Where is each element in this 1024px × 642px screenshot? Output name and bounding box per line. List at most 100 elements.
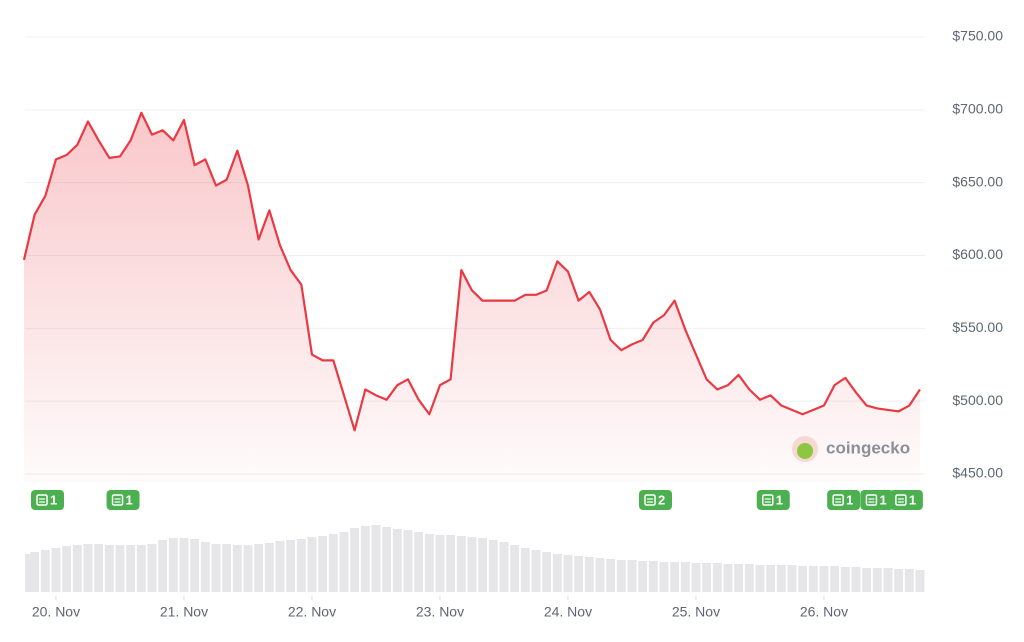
y-tick-label: $650.00 xyxy=(952,173,1003,189)
news-count: 1 xyxy=(846,492,853,507)
volume-bar xyxy=(712,563,722,592)
volume-bar xyxy=(584,557,594,592)
volume-bar xyxy=(243,545,253,592)
volume-bar xyxy=(851,567,861,592)
volume-bar xyxy=(638,561,648,592)
volume-bar xyxy=(51,548,61,592)
volume-bar xyxy=(627,560,637,592)
y-tick-label: $550.00 xyxy=(952,319,1003,335)
volume-bar xyxy=(563,555,573,592)
volume-bar xyxy=(275,541,285,592)
volume-bar xyxy=(339,532,349,592)
volume-bar xyxy=(414,532,424,592)
volume-bar xyxy=(499,542,509,592)
volume-bar xyxy=(606,559,616,592)
watermark-text: coingecko xyxy=(826,438,910,457)
x-tick-label: 22. Nov xyxy=(288,604,336,620)
volume-bar xyxy=(72,545,82,592)
volume-bar xyxy=(382,527,392,592)
volume-bar xyxy=(755,565,765,592)
volume-bar xyxy=(776,565,786,592)
volume-bar xyxy=(350,528,360,592)
news-icon xyxy=(895,494,907,506)
volume-bar xyxy=(286,540,296,592)
news-count: 1 xyxy=(50,492,57,507)
news-count: 1 xyxy=(879,492,886,507)
volume-bar xyxy=(222,544,232,592)
volume-bar xyxy=(456,536,466,592)
volume-bar xyxy=(40,550,50,592)
volume-bar xyxy=(659,562,669,592)
volume-bar xyxy=(787,565,797,592)
volume-bar xyxy=(488,540,498,592)
news-badge: 2 xyxy=(639,490,673,510)
news-icon xyxy=(111,494,124,506)
volume-bar xyxy=(25,554,34,592)
volume-bar xyxy=(510,545,520,592)
news-count: 2 xyxy=(658,492,665,507)
volume-bar xyxy=(808,566,818,592)
volume-bar xyxy=(318,536,328,592)
volume-bar xyxy=(531,550,541,592)
volume-bar xyxy=(680,562,690,592)
volume-bar xyxy=(168,538,178,592)
volume-bar xyxy=(83,544,93,592)
volume-bar xyxy=(904,569,914,592)
volume-bar xyxy=(542,552,552,592)
news-badge: 1 xyxy=(31,490,65,510)
volume-bar xyxy=(403,530,413,592)
volume-bar xyxy=(211,544,221,592)
volume-bar xyxy=(158,540,168,592)
volume-bar xyxy=(734,564,744,592)
news-icon xyxy=(832,494,844,506)
volume-bar xyxy=(616,560,626,592)
volume-bar xyxy=(446,535,456,592)
volume-bar xyxy=(915,570,925,592)
y-tick-label: $500.00 xyxy=(952,392,1003,408)
volume-bar xyxy=(798,566,808,592)
volume-bar xyxy=(30,552,40,592)
x-tick-label: 24. Nov xyxy=(544,604,592,620)
volume-bar xyxy=(766,565,776,592)
news-badge: 1 xyxy=(827,490,861,510)
volume-bar xyxy=(744,564,754,592)
volume-bar xyxy=(691,563,701,592)
volume-bar xyxy=(467,537,477,592)
volume-bar xyxy=(552,554,562,592)
news-icon xyxy=(36,494,48,506)
volume-bar xyxy=(424,534,434,592)
volume-bar xyxy=(574,556,584,592)
x-tick-label: 20. Nov xyxy=(32,604,80,620)
x-tick-label: 26. Nov xyxy=(800,604,848,620)
volume-bar xyxy=(520,548,530,592)
volume-bar xyxy=(254,544,264,592)
volume-bar xyxy=(62,546,72,592)
news-badge: 1 xyxy=(106,490,140,510)
volume-bar xyxy=(264,543,274,592)
volume-bar xyxy=(883,568,893,592)
volume-bar xyxy=(104,545,114,592)
x-tick-label: 21. Nov xyxy=(160,604,208,620)
news-icon xyxy=(644,494,656,506)
volume-bar xyxy=(200,542,210,592)
y-tick-label: $450.00 xyxy=(952,465,1003,481)
news-count: 1 xyxy=(776,492,783,507)
news-icon xyxy=(865,494,878,506)
news-badge: 1 xyxy=(889,490,923,510)
volume-bar xyxy=(595,558,605,592)
volume-bar xyxy=(147,544,157,592)
volume-bar xyxy=(648,561,658,592)
volume-bar xyxy=(894,569,904,592)
volume-bar xyxy=(723,564,733,592)
volume-bar xyxy=(136,545,146,592)
volume-bar xyxy=(478,538,488,592)
news-icon xyxy=(762,494,774,506)
volume-bar xyxy=(94,544,104,592)
volume-bar xyxy=(670,562,680,592)
volume-bar xyxy=(115,545,125,592)
watermark-logo-inner xyxy=(797,443,813,459)
y-tick-label: $600.00 xyxy=(952,246,1003,262)
volume-bar xyxy=(307,537,317,592)
